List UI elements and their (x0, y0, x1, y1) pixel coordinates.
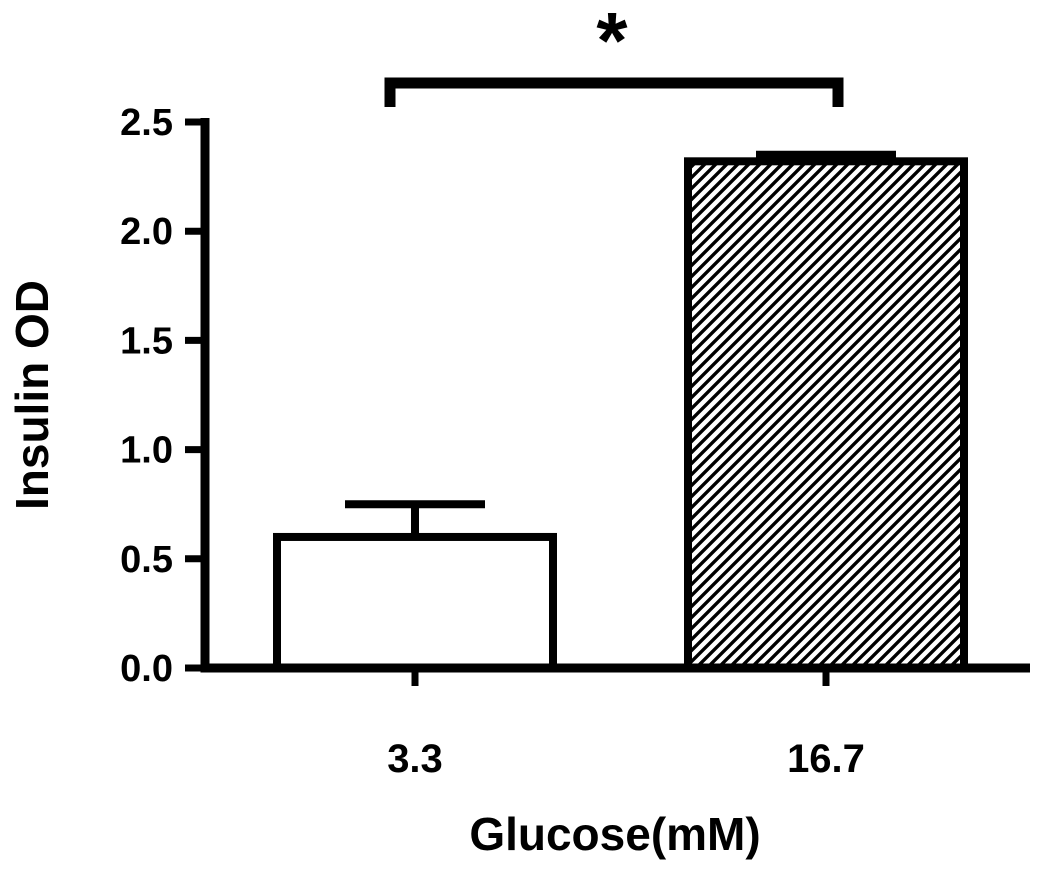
x-axis-title: Glucose(mM) (469, 808, 760, 860)
y-tick-label-1.0: 1.0 (120, 430, 173, 472)
significance-star: * (596, 0, 628, 85)
y-tick-label-1.5: 1.5 (120, 320, 173, 362)
x-category-label-16.7: 16.7 (787, 737, 865, 781)
y-axis-title: Insulin OD (6, 280, 58, 510)
bar-3.3 (273, 532, 557, 673)
y-tick-label-2.0: 2.0 (120, 211, 173, 253)
bar-16.7 (684, 157, 968, 672)
x-category-label-3.3: 3.3 (387, 737, 443, 781)
significance-bracket (384, 77, 844, 107)
y-tick-label-0.0: 0.0 (120, 648, 173, 690)
plot-area: 0.0 0.5 1.0 1.5 2.0 2.5 3.3 16.7 (120, 77, 1030, 781)
y-tick-label-2.5: 2.5 (120, 102, 173, 144)
y-tick-label-0.5: 0.5 (120, 539, 173, 581)
